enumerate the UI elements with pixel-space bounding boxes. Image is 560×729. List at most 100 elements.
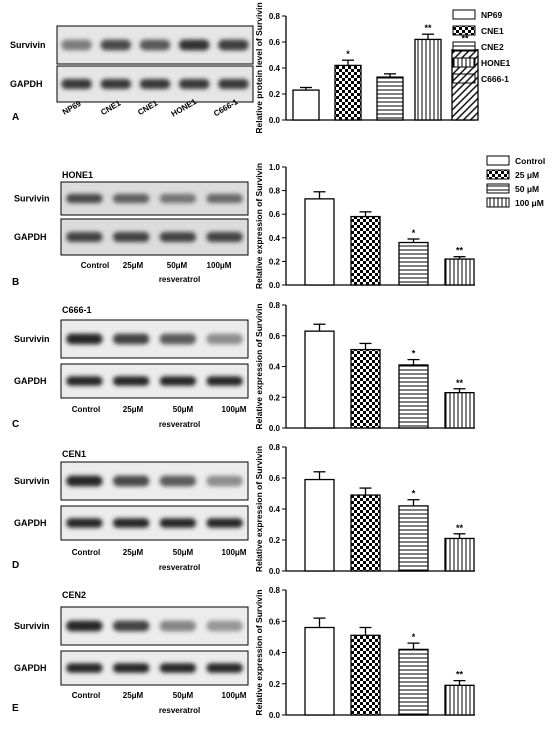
band-gapdh-lane-1: [66, 663, 103, 673]
treatment-label: resveratrol: [159, 706, 200, 715]
legend-label: 25 μM: [515, 170, 539, 180]
significance-mark: **: [456, 246, 464, 256]
significance-mark: **: [456, 670, 464, 680]
bar-4: [444, 258, 475, 286]
band-gapdh-lane-2: [100, 78, 132, 90]
y-axis-label: Relative expression of Survivin: [254, 589, 264, 715]
bar-2: [350, 634, 381, 716]
bar-1: [304, 478, 335, 572]
y-tick-label: 0.6: [269, 210, 281, 219]
band-survivin-lane-4: [206, 620, 243, 632]
legend-label: CNE2: [481, 42, 504, 52]
band-survivin-lane-3: [159, 333, 197, 345]
band-survivin-lane-1: [66, 620, 103, 632]
lane-label: 25μM: [123, 548, 144, 557]
y-tick-label: 0.8: [269, 586, 281, 595]
treatment-label: resveratrol: [159, 563, 200, 572]
y-axis-label: Relative expression of Survivin: [254, 446, 264, 572]
lane-label: 100μM: [207, 261, 232, 270]
lane-label: 25μM: [123, 691, 144, 700]
y-axis-label: Relative expression of Survivin: [254, 163, 264, 289]
bar-charts: 0.0 0.2 0.4 0.6 0.8 Relative protein level of…: [254, 2, 545, 720]
treatment-label: resveratrol: [159, 275, 200, 284]
lane-label: 50μM: [167, 261, 188, 270]
bar-3: [398, 505, 429, 572]
row-label-survivin: Survivin: [14, 194, 50, 204]
band-gapdh-lane-1: [66, 376, 103, 386]
blot-panel-e: E CEN2 Survivin GAPDH Control 25μM 50μM 100μM re…: [12, 590, 249, 715]
bar-2: [350, 348, 381, 429]
band-gapdh-lane-5: [218, 78, 249, 90]
band-survivin-lane-1: [66, 333, 103, 345]
bar-2: [350, 494, 381, 572]
legend-label: CNE1: [481, 26, 504, 36]
y-tick-label: 0.6: [269, 474, 281, 483]
significance-mark: **: [461, 34, 469, 44]
y-tick-label: 0.8: [269, 443, 281, 452]
band-survivin-lane-2: [112, 193, 150, 204]
lane-label: Control: [72, 405, 100, 414]
lane-label: Control: [72, 691, 100, 700]
significance-mark: *: [412, 228, 416, 238]
y-tick-label: 0.6: [269, 38, 281, 47]
legend-swatch: [452, 73, 476, 84]
blot-panel-c: C C666-1 Survivin GAPDH Control 25μM 50μM 100μM…: [12, 305, 249, 430]
bar-1: [292, 89, 320, 121]
band-survivin-lane-2: [100, 39, 132, 51]
band-survivin-lane-3: [159, 620, 197, 632]
y-tick-label: 0.4: [269, 64, 281, 73]
band-gapdh-lane-2: [112, 376, 150, 386]
y-tick-label: 0.8: [269, 301, 281, 310]
bar-4: [444, 537, 475, 572]
bar-2: [334, 64, 362, 121]
y-tick-label: 0.2: [269, 257, 281, 266]
band-survivin-lane-1: [61, 39, 92, 51]
bar-2: [350, 215, 381, 286]
band-gapdh-lane-3: [139, 78, 171, 90]
band-gapdh-lane-4: [178, 78, 210, 90]
significance-mark: **: [456, 523, 464, 533]
bar-1: [304, 198, 335, 286]
y-tick-label: 0.4: [269, 649, 281, 658]
y-tick-label: 0.4: [269, 505, 281, 514]
band-gapdh-lane-3: [159, 231, 197, 243]
band-survivin-lane-3: [159, 193, 197, 204]
legend-label: 50 μM: [515, 184, 539, 194]
chart-1: 0.0 0.2 0.4 0.6 0.8 Relative protein level of…: [254, 2, 511, 133]
band-survivin-lane-4: [206, 193, 243, 204]
band-survivin-lane-3: [159, 475, 197, 487]
bar-3: [398, 364, 429, 429]
legend-swatch: [486, 197, 510, 208]
cell-line-label: C666-1: [62, 305, 92, 315]
panel-letter: C: [12, 419, 19, 430]
band-survivin-lane-4: [206, 475, 243, 487]
lane-label: 100μM: [222, 548, 247, 557]
y-tick-label: 0.0: [269, 424, 281, 433]
lane-label: 25μM: [123, 261, 144, 270]
y-tick-label: 0.0: [269, 567, 281, 576]
lane-label: Control: [72, 548, 100, 557]
legend-swatch: [452, 41, 476, 52]
band-gapdh-lane-4: [206, 663, 243, 673]
y-tick-label: 0.8: [269, 187, 281, 196]
row-label-gapdh: GAPDH: [14, 518, 47, 528]
legend-label: NP69: [481, 10, 503, 20]
y-axis-label: Relative protein level of Survivin: [254, 2, 264, 133]
band-gapdh-lane-2: [112, 231, 150, 243]
row-label-survivin: Survivin: [14, 621, 50, 631]
band-gapdh-lane-2: [112, 663, 150, 673]
significance-mark: *: [412, 632, 416, 642]
bar-4: [444, 684, 475, 716]
bar-1: [304, 330, 335, 429]
lane-label: Control: [81, 261, 109, 270]
bar-1: [304, 626, 335, 716]
y-tick-label: 1.0: [269, 163, 281, 172]
lane-label: 100μM: [222, 691, 247, 700]
legend-swatch: [486, 155, 510, 166]
treatment-label: resveratrol: [159, 420, 200, 429]
band-gapdh-lane-4: [206, 231, 243, 243]
bar-4: [444, 391, 475, 429]
y-tick-label: 0.6: [269, 617, 281, 626]
row-label-gapdh: GAPDH: [14, 232, 47, 242]
